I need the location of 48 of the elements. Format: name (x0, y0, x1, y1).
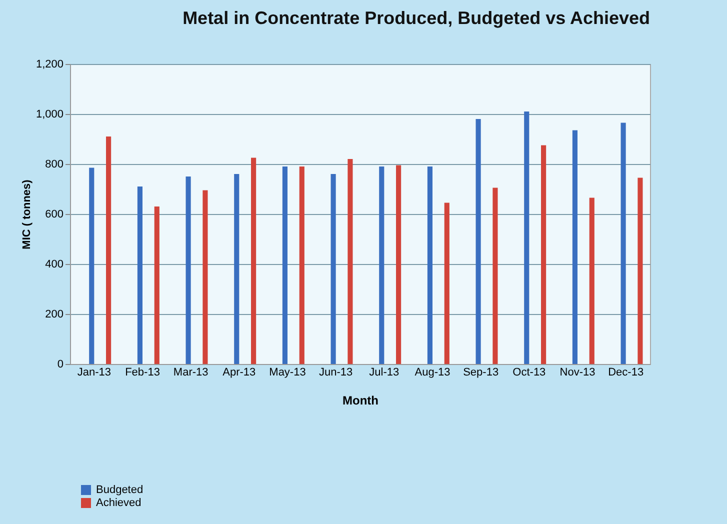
bar (186, 176, 191, 364)
y-tick-label: 0 (57, 358, 64, 370)
x-tick-label: Oct-13 (512, 366, 546, 378)
bar (379, 166, 384, 364)
y-axis-title: MIC ( tonnes) (20, 179, 33, 250)
bar (589, 198, 594, 364)
bar (251, 158, 256, 364)
x-tick-label: Nov-13 (560, 366, 596, 378)
bar (348, 159, 353, 364)
bar (299, 166, 304, 364)
x-tick-label: Aug-13 (414, 366, 450, 378)
x-tick-label: Dec-13 (608, 366, 644, 378)
x-tick-label: Feb-13 (125, 366, 160, 378)
legend-label: Achieved (96, 497, 142, 509)
bar (620, 122, 626, 364)
bar (202, 190, 208, 364)
bar (89, 168, 94, 364)
y-tick-label: 800 (45, 158, 64, 170)
bar (541, 145, 546, 364)
x-tick-label: Jul-13 (369, 366, 400, 378)
bar (330, 174, 336, 364)
x-tick-label: Jan-13 (77, 366, 111, 378)
x-tick-label: Sep-13 (463, 366, 499, 378)
bar (638, 178, 643, 364)
x-tick-label: May-13 (269, 366, 306, 378)
y-tick-label: 1,000 (36, 108, 64, 120)
legend-label: Budgeted (96, 484, 144, 496)
x-tick-label: Mar-13 (173, 366, 208, 378)
bar (476, 119, 481, 364)
y-tick-label: 600 (45, 208, 64, 220)
x-tick-label: Apr-13 (222, 366, 256, 378)
bar (234, 174, 240, 364)
y-tick-label: 200 (45, 308, 64, 320)
bar (396, 165, 402, 364)
bar (154, 206, 160, 364)
x-tick-label: Jun-13 (319, 366, 353, 378)
bar (137, 186, 142, 364)
bar (427, 166, 432, 364)
y-tick-label: 1,200 (36, 58, 64, 70)
bar (106, 136, 112, 364)
chart-title: Metal in Concentrate Produced, Budgeted vs Achieved (182, 8, 650, 28)
bar (572, 130, 578, 364)
y-tick-label: 400 (45, 258, 64, 270)
bar (524, 112, 530, 364)
bar (444, 202, 450, 364)
bar (492, 188, 498, 364)
bar (282, 166, 288, 364)
x-axis-title: Month (342, 394, 378, 408)
